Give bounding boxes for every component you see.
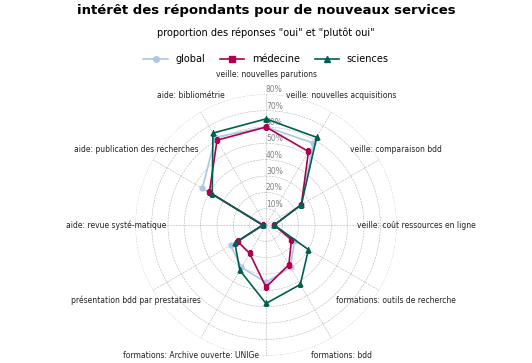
sciences (209, 192, 215, 196)
sciences (231, 241, 238, 245)
médecine (286, 262, 292, 267)
médecine (298, 203, 304, 207)
médecine (288, 237, 295, 242)
sciences (297, 282, 303, 287)
global (263, 125, 269, 129)
Text: proportion des réponses "oui" et "plutôt oui": proportion des réponses "oui" et "plutôt… (157, 27, 375, 38)
global (228, 243, 234, 248)
global (260, 223, 266, 227)
Legend: global, médecine, sciences: global, médecine, sciences (139, 50, 393, 68)
sciences (271, 223, 277, 227)
global (263, 280, 269, 285)
Line: global: global (200, 125, 316, 285)
global (291, 239, 297, 244)
global (298, 203, 304, 207)
médecine (235, 239, 241, 244)
sciences (305, 248, 312, 252)
Text: intérêt des répondants pour de nouveaux services: intérêt des répondants pour de nouveaux … (77, 4, 455, 17)
global (310, 141, 317, 145)
médecine (246, 251, 253, 256)
médecine (263, 285, 269, 289)
sciences (263, 117, 269, 121)
sciences (263, 117, 269, 121)
global (263, 125, 269, 129)
sciences (210, 131, 216, 135)
sciences (313, 135, 320, 139)
médecine (206, 190, 213, 195)
médecine (305, 149, 312, 154)
global (212, 135, 219, 139)
médecine (263, 125, 269, 129)
médecine (260, 223, 266, 227)
global (287, 265, 294, 270)
Line: médecine: médecine (207, 125, 311, 290)
global (238, 265, 245, 270)
sciences (298, 203, 304, 207)
sciences (237, 268, 243, 273)
global (271, 223, 277, 227)
médecine (214, 138, 220, 142)
médecine (271, 223, 277, 227)
Line: sciences: sciences (210, 117, 319, 306)
sciences (263, 301, 269, 306)
global (199, 186, 205, 191)
sciences (260, 223, 266, 227)
médecine (263, 125, 269, 129)
